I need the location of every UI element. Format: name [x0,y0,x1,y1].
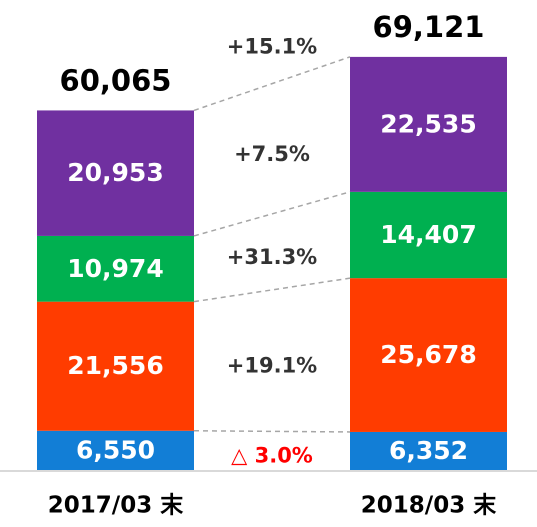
bar-segment [37,301,194,431]
bar-segment [37,110,194,236]
segment-label: 6,352 [389,436,468,465]
change-label: △ 3.0% [231,444,313,468]
segment-label: 14,407 [380,220,476,249]
bar-segment [350,278,507,432]
segment-label: 25,678 [380,340,476,369]
total-change-label: +15.1% [227,35,317,59]
category-label: 2018/03 末 [361,493,497,519]
bar-segment [350,431,507,470]
bar-segment [37,430,194,470]
total-label: 69,121 [373,10,485,44]
bar-segment [350,191,507,279]
segment-label: 21,556 [67,351,163,380]
connector [193,277,351,303]
change-label: +7.5% [234,142,310,166]
category-label: 2017/03 末 [48,493,184,519]
connector [193,56,351,112]
bar-segment [37,235,194,302]
bar-segment [350,56,507,192]
connector [193,191,351,237]
connector [193,430,351,433]
segment-label: 22,535 [380,109,476,138]
change-label: +31.3% [227,245,317,269]
segment-label: 6,550 [76,435,155,464]
segment-label: 10,974 [67,254,163,283]
segment-label: 20,953 [67,158,163,187]
total-label: 60,065 [60,63,172,97]
change-label: +19.1% [227,354,317,378]
